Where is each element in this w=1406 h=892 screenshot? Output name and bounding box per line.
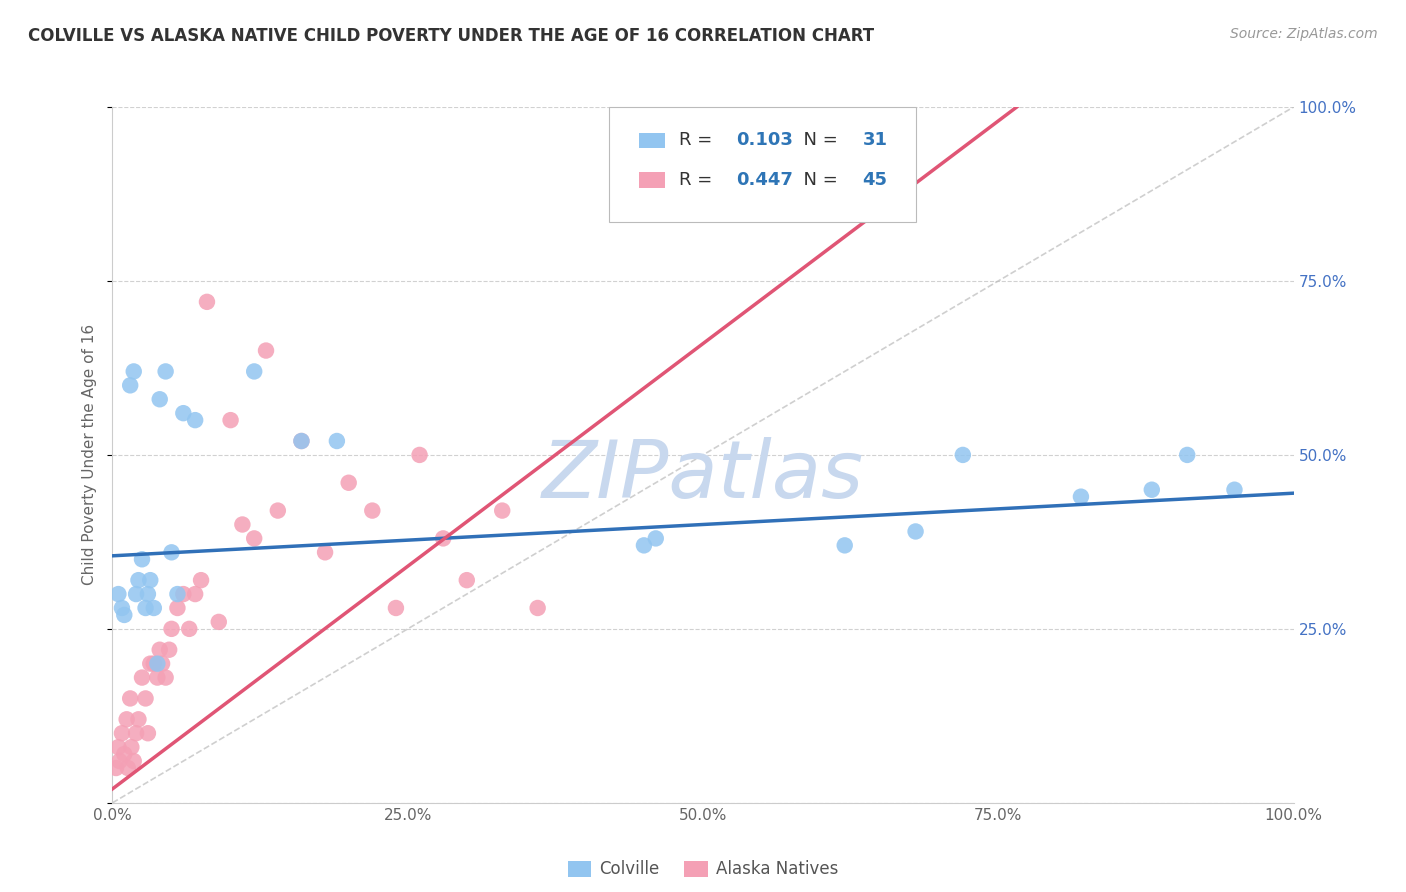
Point xyxy=(136,587,159,601)
Text: N =: N = xyxy=(792,131,844,150)
Point xyxy=(142,601,165,615)
Point xyxy=(432,532,454,546)
Point xyxy=(243,364,266,378)
Legend: Colville, Alaska Natives: Colville, Alaska Natives xyxy=(561,854,845,885)
Point xyxy=(127,712,149,726)
Point xyxy=(157,642,180,657)
Point xyxy=(456,573,478,587)
Point xyxy=(136,726,159,740)
FancyBboxPatch shape xyxy=(640,172,665,187)
Point xyxy=(139,573,162,587)
Point xyxy=(243,532,266,546)
Point xyxy=(120,378,142,392)
Point xyxy=(150,657,173,671)
Point xyxy=(149,392,172,407)
Point xyxy=(254,343,277,358)
Point xyxy=(155,671,177,685)
FancyBboxPatch shape xyxy=(640,133,665,148)
Point xyxy=(125,587,148,601)
Point xyxy=(112,747,135,761)
FancyBboxPatch shape xyxy=(609,107,915,222)
Text: 31: 31 xyxy=(862,131,887,150)
Point xyxy=(146,671,169,685)
Point xyxy=(166,587,188,601)
Point xyxy=(117,761,139,775)
Text: 0.447: 0.447 xyxy=(737,171,793,189)
Point xyxy=(160,545,183,559)
Y-axis label: Child Poverty Under the Age of 16: Child Poverty Under the Age of 16 xyxy=(82,325,97,585)
Point xyxy=(155,364,177,378)
Point xyxy=(904,524,927,539)
Point xyxy=(834,538,856,552)
Point xyxy=(172,406,194,420)
Text: 0.103: 0.103 xyxy=(737,131,793,150)
Point xyxy=(361,503,384,517)
Point xyxy=(120,691,142,706)
Point xyxy=(107,587,129,601)
Point xyxy=(633,538,655,552)
Point xyxy=(644,532,666,546)
Text: COLVILLE VS ALASKA NATIVE CHILD POVERTY UNDER THE AGE OF 16 CORRELATION CHART: COLVILLE VS ALASKA NATIVE CHILD POVERTY … xyxy=(28,27,875,45)
Point xyxy=(208,615,231,629)
Point xyxy=(172,587,194,601)
Point xyxy=(122,364,145,378)
Point xyxy=(231,517,253,532)
Point xyxy=(115,712,138,726)
Text: N =: N = xyxy=(792,171,844,189)
Point xyxy=(190,573,212,587)
Point xyxy=(195,294,218,309)
Point xyxy=(111,726,134,740)
Point xyxy=(135,601,157,615)
Point xyxy=(142,657,165,671)
Point xyxy=(131,552,153,566)
Point xyxy=(408,448,430,462)
Point xyxy=(146,657,169,671)
Point xyxy=(952,448,974,462)
Point xyxy=(131,671,153,685)
Point xyxy=(127,573,149,587)
Point xyxy=(125,726,148,740)
Point xyxy=(337,475,360,490)
Point xyxy=(120,740,142,755)
Point xyxy=(326,434,349,448)
Point xyxy=(526,601,548,615)
Point xyxy=(111,601,134,615)
Point xyxy=(1223,483,1246,497)
Point xyxy=(385,601,408,615)
Point xyxy=(290,434,312,448)
Point xyxy=(1175,448,1198,462)
Point xyxy=(107,740,129,755)
Text: R =: R = xyxy=(679,171,718,189)
Point xyxy=(179,622,201,636)
Point xyxy=(135,691,157,706)
Point xyxy=(267,503,290,517)
Point xyxy=(314,545,336,559)
Point xyxy=(108,754,131,768)
Point xyxy=(290,434,312,448)
Point xyxy=(491,503,513,517)
Point xyxy=(160,622,183,636)
Point xyxy=(1140,483,1163,497)
Point xyxy=(149,642,172,657)
Point xyxy=(112,607,135,622)
Text: Source: ZipAtlas.com: Source: ZipAtlas.com xyxy=(1230,27,1378,41)
Point xyxy=(166,601,188,615)
Point xyxy=(139,657,162,671)
Point xyxy=(1070,490,1092,504)
Point xyxy=(122,754,145,768)
Text: 45: 45 xyxy=(862,171,887,189)
Point xyxy=(219,413,242,427)
Point xyxy=(105,761,128,775)
Text: R =: R = xyxy=(679,131,718,150)
Point xyxy=(184,413,207,427)
Point xyxy=(184,587,207,601)
Text: ZIPatlas: ZIPatlas xyxy=(541,437,865,515)
